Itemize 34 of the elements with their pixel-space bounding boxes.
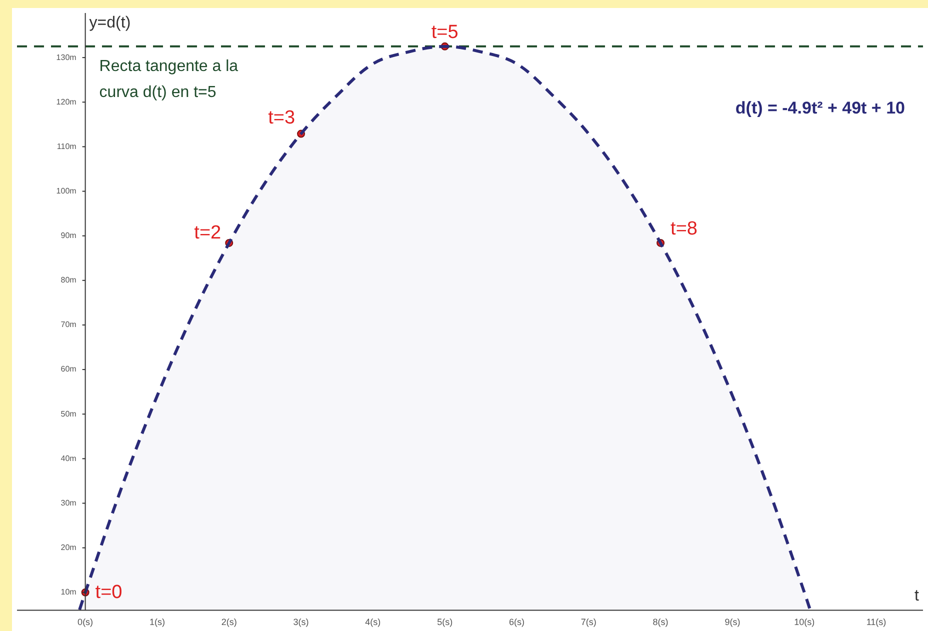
y-tick-label: 50m	[60, 409, 77, 418]
x-tick-label: 9(s)	[724, 617, 740, 628]
x-tick-label: 10(s)	[794, 617, 815, 628]
y-tick-label: 130m	[56, 52, 77, 62]
y-tick-label: 70m	[60, 320, 77, 330]
y-tick-label: 20m	[60, 543, 77, 552]
annotation: t=3	[268, 108, 296, 129]
annotation: t=8	[670, 218, 698, 240]
y-tick-label: 120m	[56, 97, 77, 106]
x-tick-label: 6(s)	[508, 617, 524, 628]
y-axis-title: y=d(t)	[89, 14, 131, 32]
y-tick-label: 10m	[60, 588, 77, 597]
x-tick-label: 0(s)	[78, 617, 94, 628]
y-tick-label: 90m	[60, 231, 77, 240]
annotation: t=2	[194, 222, 222, 244]
y-tick-label: 80m	[60, 276, 77, 285]
x-tick-label: 1(s)	[149, 617, 165, 628]
annotation: t=0	[95, 582, 122, 604]
annotation: d(t) = -4.9t² + 49t + 10	[735, 98, 905, 118]
y-tick-label: 40m	[60, 454, 77, 463]
x-tick-label: 2(s)	[221, 617, 237, 628]
y-tick-label: 100m	[56, 186, 77, 196]
annotation: t=5	[431, 22, 458, 44]
y-tick-label: 30m	[60, 498, 77, 508]
y-tick-label: 60m	[60, 364, 77, 374]
x-tick-label: 8(s)	[652, 617, 668, 628]
x-tick-label: 7(s)	[580, 617, 596, 628]
x-axis-title: t	[914, 588, 920, 605]
annotation: Recta tangente a la curva d(t) en t=5	[99, 58, 238, 101]
x-tick-label: 5(s)	[437, 617, 453, 628]
y-tick-label: 110m	[56, 142, 77, 151]
x-tick-label: 11(s)	[866, 617, 886, 628]
x-tick-label: 3(s)	[293, 617, 309, 628]
x-tick-label: 4(s)	[365, 617, 381, 628]
